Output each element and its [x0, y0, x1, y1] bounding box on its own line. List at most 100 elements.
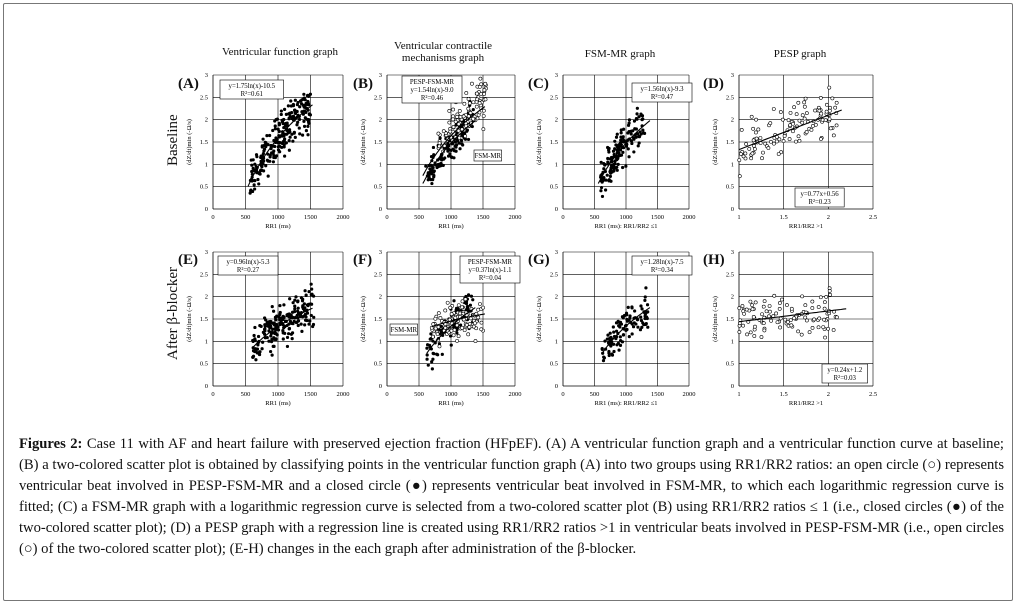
data-point — [640, 307, 644, 311]
open-point — [817, 316, 822, 321]
data-point — [299, 322, 303, 326]
open-point — [452, 328, 457, 332]
fsm-mr-label-box — [389, 323, 418, 336]
open-point — [834, 315, 839, 320]
data-point — [610, 352, 614, 356]
open-point — [436, 131, 441, 136]
data-point — [626, 305, 630, 309]
regression-curve — [738, 308, 847, 323]
data-point — [300, 315, 305, 319]
open-point — [803, 303, 808, 308]
data-point — [645, 303, 650, 307]
y-tick-label: 1.5 — [550, 316, 558, 323]
open-point — [791, 129, 795, 134]
data-point — [272, 138, 276, 143]
open-point — [478, 76, 483, 81]
data-point — [270, 304, 274, 309]
data-point — [273, 124, 277, 128]
data-point — [602, 355, 606, 359]
data-point — [302, 124, 307, 129]
open-point — [479, 91, 484, 96]
x-tick-label: 1500 — [304, 214, 317, 221]
open-point — [463, 297, 468, 302]
x-tick-label: 0 — [561, 214, 564, 221]
data-point — [263, 327, 267, 331]
y-tick-label: 3 — [555, 72, 558, 79]
open-point — [481, 108, 486, 113]
panel-label: (H) — [703, 252, 725, 268]
open-point — [750, 303, 755, 308]
chart-panel-8: 0 0.5 1 1.5 2 2.5 3 1 1.5 2 2.5 RR1/RR2 >1 (dZ/dt)mi… — [712, 249, 877, 407]
data-point — [612, 165, 616, 169]
y-tick-label: 2 — [205, 294, 208, 301]
data-point — [627, 129, 631, 134]
chart-panel-1: 0 0.5 1 1.5 2 2.5 3 0 500 1000 1500 2000 RR1 (ms) (dZ… — [186, 72, 350, 230]
data-point — [283, 331, 287, 335]
data-point — [307, 94, 311, 98]
data-point — [252, 183, 256, 187]
open-point — [737, 174, 742, 179]
annotation-text: PESP-FSM-MR — [468, 259, 513, 266]
data-point — [255, 347, 260, 351]
annotation-text: y=0.37ln(x)-1.1 — [468, 267, 511, 274]
data-point — [293, 298, 297, 302]
open-point — [750, 307, 755, 312]
data-point — [280, 145, 284, 149]
data-point — [293, 135, 297, 139]
open-point — [780, 297, 784, 302]
data-point — [643, 298, 647, 302]
data-point — [285, 344, 290, 349]
open-point — [473, 339, 478, 343]
open-point — [481, 114, 486, 118]
data-point — [265, 158, 269, 162]
data-point — [264, 164, 268, 168]
data-point — [253, 162, 257, 166]
data-point — [288, 130, 292, 134]
data-point — [599, 160, 603, 164]
data-point — [452, 149, 457, 153]
data-point — [468, 303, 473, 307]
open-point — [802, 116, 807, 121]
data-point — [292, 309, 297, 314]
y-tick-label: 2.5 — [374, 271, 382, 278]
y-tick-label: 3 — [379, 249, 382, 256]
x-axis-label: RR1 (ms) — [265, 223, 290, 230]
open-point — [431, 322, 436, 327]
data-point — [306, 133, 310, 137]
open-point — [792, 316, 797, 321]
regression-curve — [251, 307, 313, 349]
open-point — [754, 130, 758, 135]
open-point — [821, 325, 826, 329]
x-tick-label: 500 — [414, 391, 424, 398]
y-tick-label: 1.5 — [200, 139, 208, 146]
data-point — [312, 315, 316, 319]
x-tick-label: 1000 — [445, 214, 458, 221]
data-point — [256, 177, 260, 182]
open-point — [470, 81, 474, 86]
data-point — [432, 352, 436, 356]
data-point — [599, 189, 603, 193]
open-point — [460, 325, 464, 330]
open-point — [745, 332, 749, 337]
open-point — [786, 118, 791, 123]
data-point — [279, 112, 283, 117]
data-point — [271, 128, 275, 133]
data-point — [291, 301, 295, 305]
data-point — [305, 311, 310, 315]
y-tick-label: 2.5 — [374, 94, 382, 101]
open-point — [435, 332, 440, 336]
y-axis-label: (dZ/dt)min (-Ω/s) — [186, 296, 193, 342]
data-point — [606, 145, 610, 150]
data-point — [621, 150, 625, 154]
open-point — [787, 137, 792, 141]
data-point — [261, 152, 265, 156]
regression-curve-fsm-mr — [422, 120, 476, 184]
panel-label: (C) — [528, 76, 549, 92]
data-point — [646, 310, 650, 314]
regression-curve — [601, 307, 651, 354]
data-point — [254, 358, 258, 362]
x-tick-label: 500 — [241, 214, 251, 221]
data-point — [288, 111, 292, 116]
y-axis-label: (dZ/dt)min (-Ω/s) — [536, 296, 543, 342]
open-point — [785, 320, 790, 324]
